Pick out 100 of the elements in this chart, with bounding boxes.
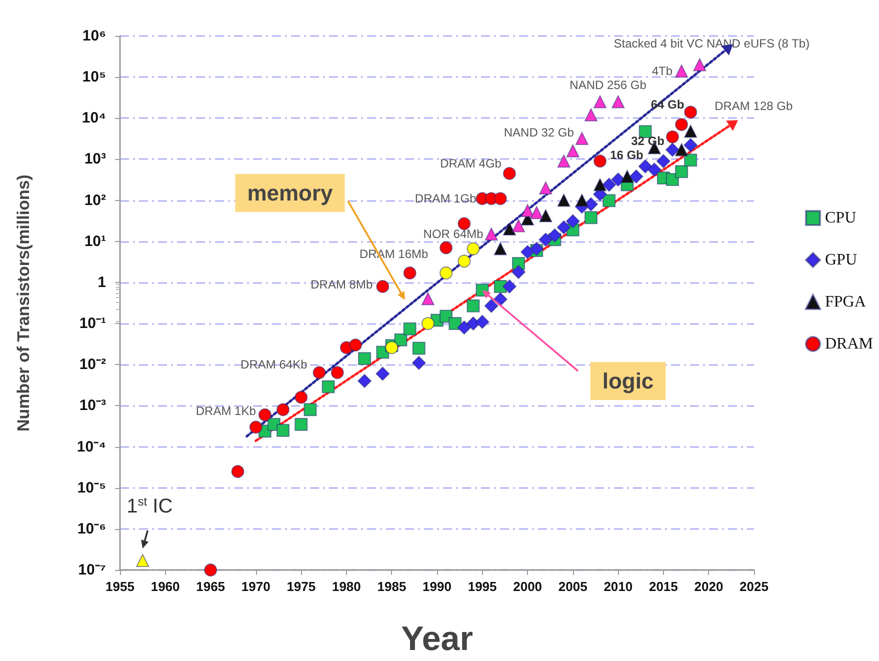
point (684, 138, 698, 152)
x-tick-label: 2000 (513, 579, 542, 594)
point (584, 211, 598, 224)
point (136, 554, 150, 568)
point (647, 162, 662, 177)
annotation: 16 Gb (610, 148, 644, 162)
point (502, 279, 516, 294)
point (358, 374, 372, 388)
point (458, 254, 471, 268)
y-tick-label: 10⁴ (82, 110, 106, 127)
point (602, 178, 616, 192)
annotation: memory (247, 180, 334, 206)
point (575, 194, 588, 207)
x-tick-label: 2015 (648, 579, 678, 594)
y-tick-label: 10⁻⁶ (77, 520, 106, 538)
point (612, 95, 625, 108)
point (322, 380, 335, 394)
point (494, 192, 507, 206)
x-tick-label: 1980 (332, 579, 361, 594)
point (403, 322, 416, 336)
point (684, 154, 698, 167)
point (312, 366, 326, 380)
point (440, 266, 453, 280)
y-tick-label: 10⁻⁵ (77, 479, 106, 496)
point (294, 390, 308, 404)
point (475, 314, 490, 329)
point (557, 194, 570, 207)
point (684, 106, 698, 119)
annotation: NAND 256 Gb (570, 78, 647, 92)
point (466, 242, 480, 256)
point (494, 242, 507, 256)
y-tick-label: 10⁻¹ (79, 315, 106, 332)
point (566, 214, 580, 228)
annotation: logic (602, 368, 654, 394)
point (349, 338, 362, 352)
annotation: DRAM 128 Gb (714, 99, 793, 114)
point (675, 64, 688, 78)
point (602, 194, 616, 208)
point (665, 142, 680, 157)
point (539, 181, 552, 194)
point (466, 299, 480, 312)
point (457, 320, 472, 335)
y-tick-label: 10⁶ (82, 28, 106, 44)
point (693, 58, 706, 72)
y-tick-label: 1 (98, 274, 106, 291)
point (539, 209, 552, 222)
y-tick-label: 10⁻⁴ (76, 438, 106, 456)
point (566, 144, 580, 158)
point (538, 232, 553, 247)
annotation: DRAM 1Gb (414, 192, 477, 206)
point (512, 219, 526, 232)
point (258, 408, 272, 422)
annotation: DRAM 64Kb (240, 358, 308, 372)
y-axis-title: Number of Transistors(millions) (14, 174, 33, 432)
point (304, 403, 317, 416)
legend-label: GPU (825, 252, 858, 268)
y-tick-label: 10² (84, 192, 106, 209)
x-tick-label: 2020 (694, 579, 724, 594)
y-tick-label: 10¹ (84, 232, 106, 250)
y-tick-label: 10³ (84, 150, 106, 168)
x-tick-label: 1960 (150, 579, 180, 594)
y-tick-label: 10⁻³ (79, 397, 106, 414)
x-axis-title: Year (401, 620, 473, 658)
point (512, 264, 526, 279)
annotation: DRAM 8Mb (310, 277, 373, 292)
point (204, 564, 218, 576)
point (484, 228, 498, 241)
point (675, 118, 688, 132)
point (530, 206, 544, 220)
point (412, 356, 426, 370)
point (276, 403, 290, 416)
point (231, 465, 244, 478)
point (656, 154, 670, 168)
point (557, 154, 570, 168)
x-tick-label: 1995 (468, 579, 497, 594)
x-tick-label: 2005 (558, 579, 588, 594)
point (421, 292, 434, 306)
point (594, 154, 607, 168)
x-tick-label: 1975 (286, 579, 316, 594)
point (440, 241, 453, 254)
point (594, 178, 607, 192)
point (521, 204, 534, 218)
y-tick-label: 10⁻⁷ (78, 562, 106, 578)
point (376, 366, 390, 381)
point (638, 159, 652, 174)
point (502, 222, 516, 236)
point (358, 352, 372, 366)
point (421, 317, 434, 330)
x-tick-label: 1970 (241, 579, 270, 594)
legend-label: FPGA (825, 294, 866, 310)
point (611, 172, 626, 187)
point (684, 124, 698, 138)
y-tick-label: 10⁻² (79, 356, 106, 374)
point (620, 170, 634, 183)
point (249, 420, 262, 434)
point (376, 280, 390, 293)
point (276, 424, 290, 437)
y-tick-label: 10⁵ (82, 68, 106, 86)
x-tick-label: 1955 (106, 579, 134, 594)
x-tick-label: 2010 (604, 579, 633, 594)
